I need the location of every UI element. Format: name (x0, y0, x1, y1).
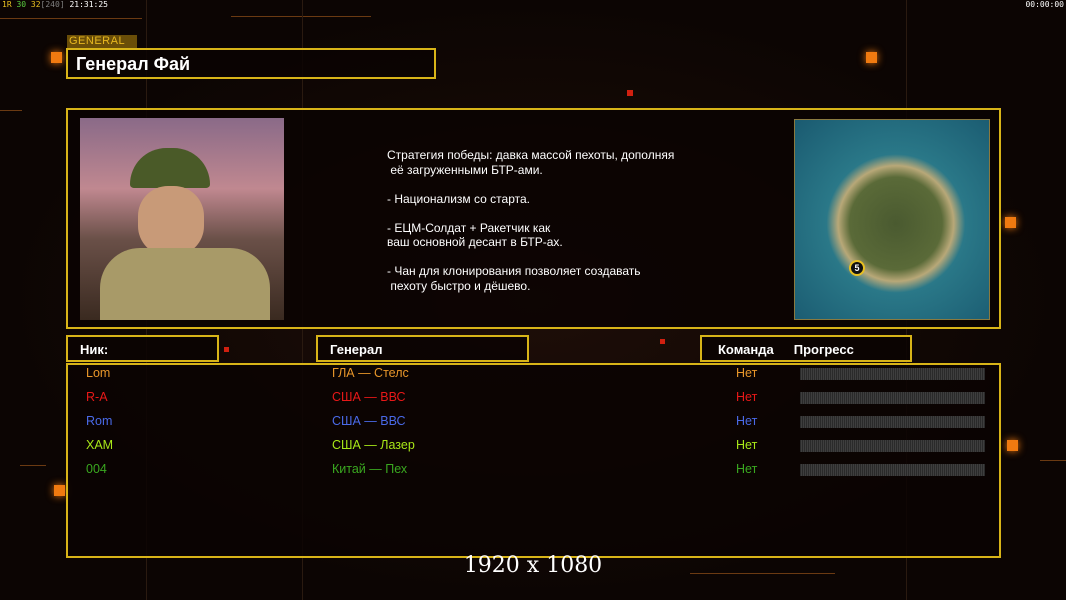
player-nick: Lom (86, 366, 111, 380)
player-row: XAM США — Лазер Нет (0, 438, 1066, 458)
player-general: ГЛА — Стелс (332, 366, 409, 380)
player-row: Rom США — ВВС Нет (0, 414, 1066, 434)
player-general: США — Лазер (332, 438, 415, 452)
section-tag: GENERAL (67, 35, 137, 48)
player-team: Нет (736, 462, 758, 476)
progress-bar (800, 440, 985, 452)
header-team-progress: Команда Прогресс (700, 335, 912, 362)
resolution-label: 1920 x 1080 (463, 553, 603, 578)
hud-stats: 1R 30 32[240] 21:31:25 (2, 0, 108, 9)
progress-bar (800, 464, 985, 476)
player-nick: R-A (86, 390, 108, 404)
strategy-text: Стратегия победы: давка массой пехоты, д… (387, 148, 675, 293)
map-start-marker: 5 (849, 260, 865, 276)
player-general: Китай — Пех (332, 462, 408, 476)
player-row: Lom ГЛА — Стелс Нет (0, 366, 1066, 386)
player-nick: XAM (86, 438, 114, 452)
player-team: Нет (736, 390, 758, 404)
player-row: R-A США — ВВС Нет (0, 390, 1066, 410)
player-nick: 004 (86, 462, 107, 476)
header-progress: Прогресс (793, 342, 854, 357)
hud-stat: [240] (40, 0, 65, 9)
player-row: 004 Китай — Пех Нет (0, 462, 1066, 482)
progress-bar (800, 368, 985, 380)
header-general: Генерал (316, 335, 529, 362)
player-team: Нет (736, 438, 758, 452)
hud-stat: 32 (26, 0, 41, 9)
hud-stat: 1R (2, 0, 12, 9)
hud-stat: 30 (11, 0, 27, 9)
player-team: Нет (736, 414, 758, 428)
map-preview: 5 (794, 119, 990, 320)
hud-timer: 00:00:00 (1025, 0, 1064, 9)
general-title: Генерал Фай (66, 48, 436, 79)
general-portrait (80, 118, 284, 320)
header-nick: Ник: (66, 335, 219, 362)
player-general: США — ВВС (332, 390, 406, 404)
player-team: Нет (736, 366, 758, 380)
progress-bar (800, 416, 985, 428)
player-nick: Rom (86, 414, 113, 428)
player-general: США — ВВС (332, 414, 406, 428)
hud-clock: 21:31:25 (64, 0, 108, 9)
progress-bar (800, 392, 985, 404)
header-team: Команда (718, 342, 774, 357)
